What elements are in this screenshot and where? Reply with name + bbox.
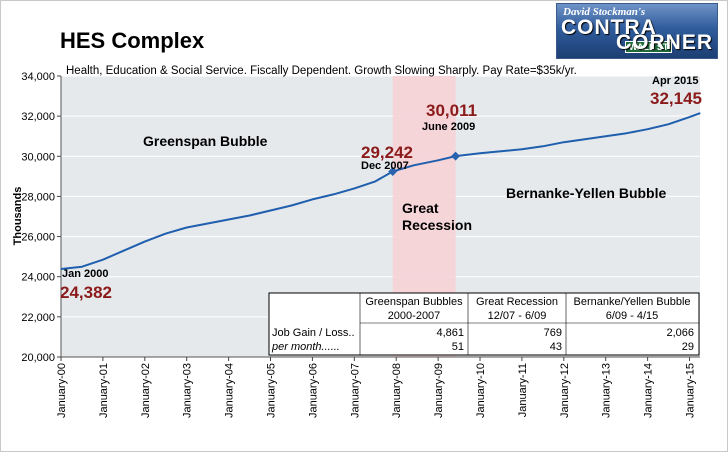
contra-corner-logo: David Stockman's CONTRA WALL ST CORNER bbox=[556, 3, 718, 59]
stats-header-greenspan-line2: 2000-2007 bbox=[388, 310, 441, 322]
data-point bbox=[542, 145, 544, 147]
annotation-june2009-value: 30,011 bbox=[426, 101, 477, 120]
data-point bbox=[479, 152, 481, 154]
grid-layer bbox=[61, 75, 700, 358]
x-tick-label: January-15 bbox=[685, 363, 697, 418]
data-point bbox=[584, 138, 586, 140]
x-tick-label: January-07 bbox=[349, 363, 361, 418]
logo-word-corner: CORNER bbox=[615, 31, 713, 54]
stats-row-label-job-gain: Job Gain / Loss.. bbox=[272, 327, 355, 339]
annotation-apr2015-date: Apr 2015 bbox=[652, 75, 698, 87]
x-tick-label: January-04 bbox=[224, 363, 236, 418]
annotation-jan2000-value: 24,382 bbox=[60, 283, 112, 302]
data-point bbox=[413, 164, 415, 166]
stats-cell: 43 bbox=[550, 341, 562, 353]
data-point bbox=[311, 198, 314, 201]
x-tick-label: January-12 bbox=[559, 363, 571, 418]
stats-cell: 4,861 bbox=[436, 327, 464, 339]
data-point bbox=[688, 116, 691, 118]
y-axis-label: Thousands bbox=[12, 187, 24, 246]
x-tick-label: January-13 bbox=[601, 363, 613, 418]
stats-header-greenspan-line1: Greenspan Bubbles bbox=[365, 296, 463, 308]
y-tick-label: 24,000 bbox=[21, 272, 55, 284]
data-point bbox=[626, 132, 628, 134]
x-tick-label: January-09 bbox=[433, 363, 445, 418]
logo-byline: David Stockman's bbox=[563, 6, 646, 18]
y-tick-label: 22,000 bbox=[21, 312, 55, 324]
data-point bbox=[605, 135, 607, 137]
data-point bbox=[290, 204, 293, 207]
bernanke-yellen-bubble-label: Bernanke-Yellen Bubble bbox=[506, 185, 666, 201]
stats-table-box bbox=[268, 292, 700, 356]
data-point bbox=[699, 112, 701, 114]
stats-header-bernanke-line1: Bernanke/Yellen Bubble bbox=[573, 296, 690, 308]
data-point bbox=[102, 259, 104, 261]
data-point bbox=[521, 148, 523, 150]
stats-table: Greenspan Bubbles 2000-2007 Great Recess… bbox=[268, 292, 700, 356]
data-point bbox=[186, 226, 188, 229]
data-point bbox=[60, 268, 62, 270]
data-point bbox=[248, 214, 251, 217]
x-tick-label: January-08 bbox=[391, 363, 403, 418]
y-tick-label: 28,000 bbox=[21, 191, 55, 203]
y-tick-label: 20,000 bbox=[21, 352, 55, 364]
x-tick-label: January-11 bbox=[517, 363, 529, 417]
data-point bbox=[165, 232, 167, 235]
y-tick-label: 34,000 bbox=[21, 71, 55, 83]
data-point bbox=[500, 150, 502, 152]
logo-word-contra: CONTRA bbox=[561, 16, 657, 39]
stats-row-label-per-month: per month...... bbox=[271, 341, 340, 353]
annotation-jan2000-date: Jan 2000 bbox=[62, 268, 108, 280]
y-tick-label: 26,000 bbox=[21, 232, 55, 244]
x-tick-label: January-10 bbox=[475, 363, 487, 418]
annotation-dec2007-value: 29,242 bbox=[361, 143, 413, 162]
data-point bbox=[374, 180, 376, 182]
stats-header-recession-line2: 12/07 - 6/09 bbox=[488, 310, 547, 322]
stats-cell: 29 bbox=[682, 341, 694, 353]
y-tick-label: 30,000 bbox=[21, 151, 55, 163]
x-tick-label: January-03 bbox=[182, 363, 194, 418]
x-tick-label: January-00 bbox=[56, 363, 68, 418]
stats-cell: 51 bbox=[452, 341, 464, 353]
data-point bbox=[144, 240, 146, 243]
annotation-marker bbox=[451, 151, 461, 161]
annotation-june2009-date: June 2009 bbox=[422, 121, 475, 133]
x-tick-label: January-01 bbox=[98, 363, 110, 418]
data-point bbox=[228, 218, 230, 221]
axis-layer: 20,000 22,000 24,000 26,000 28,000 30,000 32,0… bbox=[21, 71, 700, 418]
x-tick-label: January-06 bbox=[307, 363, 319, 418]
great-recession-label-line2: Recession bbox=[402, 217, 472, 233]
great-recession-label-line1: Great bbox=[402, 200, 439, 216]
data-point bbox=[123, 250, 125, 252]
data-point bbox=[353, 187, 355, 189]
x-tick-label: January-14 bbox=[643, 363, 655, 418]
stats-cell: 2,066 bbox=[666, 327, 694, 339]
greenspan-bubble-label: Greenspan Bubble bbox=[143, 133, 268, 149]
data-point bbox=[207, 222, 209, 225]
data-point bbox=[563, 141, 565, 143]
data-point bbox=[81, 266, 83, 268]
x-tick-label: January-02 bbox=[140, 363, 152, 418]
y-tick-label: 32,000 bbox=[21, 111, 55, 123]
stats-header-bernanke-line2: 6/09 - 4/15 bbox=[606, 310, 659, 322]
data-point bbox=[437, 159, 439, 161]
x-tick-label: January-05 bbox=[266, 363, 278, 418]
chart-subtitle: Health, Education & Social Service. Fisc… bbox=[66, 65, 577, 77]
stats-header-recession-line1: Great Recession bbox=[476, 296, 558, 308]
data-point bbox=[647, 128, 649, 130]
series-layer bbox=[60, 112, 701, 270]
annotation-apr2015-value: 32,145 bbox=[650, 89, 702, 108]
data-point bbox=[269, 209, 272, 212]
annotation-dec2007-date: Dec 2007 bbox=[361, 160, 409, 172]
annotation-marker bbox=[388, 166, 398, 176]
logo-street-sign: WALL ST bbox=[625, 41, 673, 53]
stats-cell: 769 bbox=[544, 327, 562, 339]
data-point bbox=[667, 123, 670, 125]
data-point bbox=[332, 193, 334, 196]
series-line bbox=[60, 112, 701, 270]
chart-title: HES Complex bbox=[60, 28, 205, 53]
